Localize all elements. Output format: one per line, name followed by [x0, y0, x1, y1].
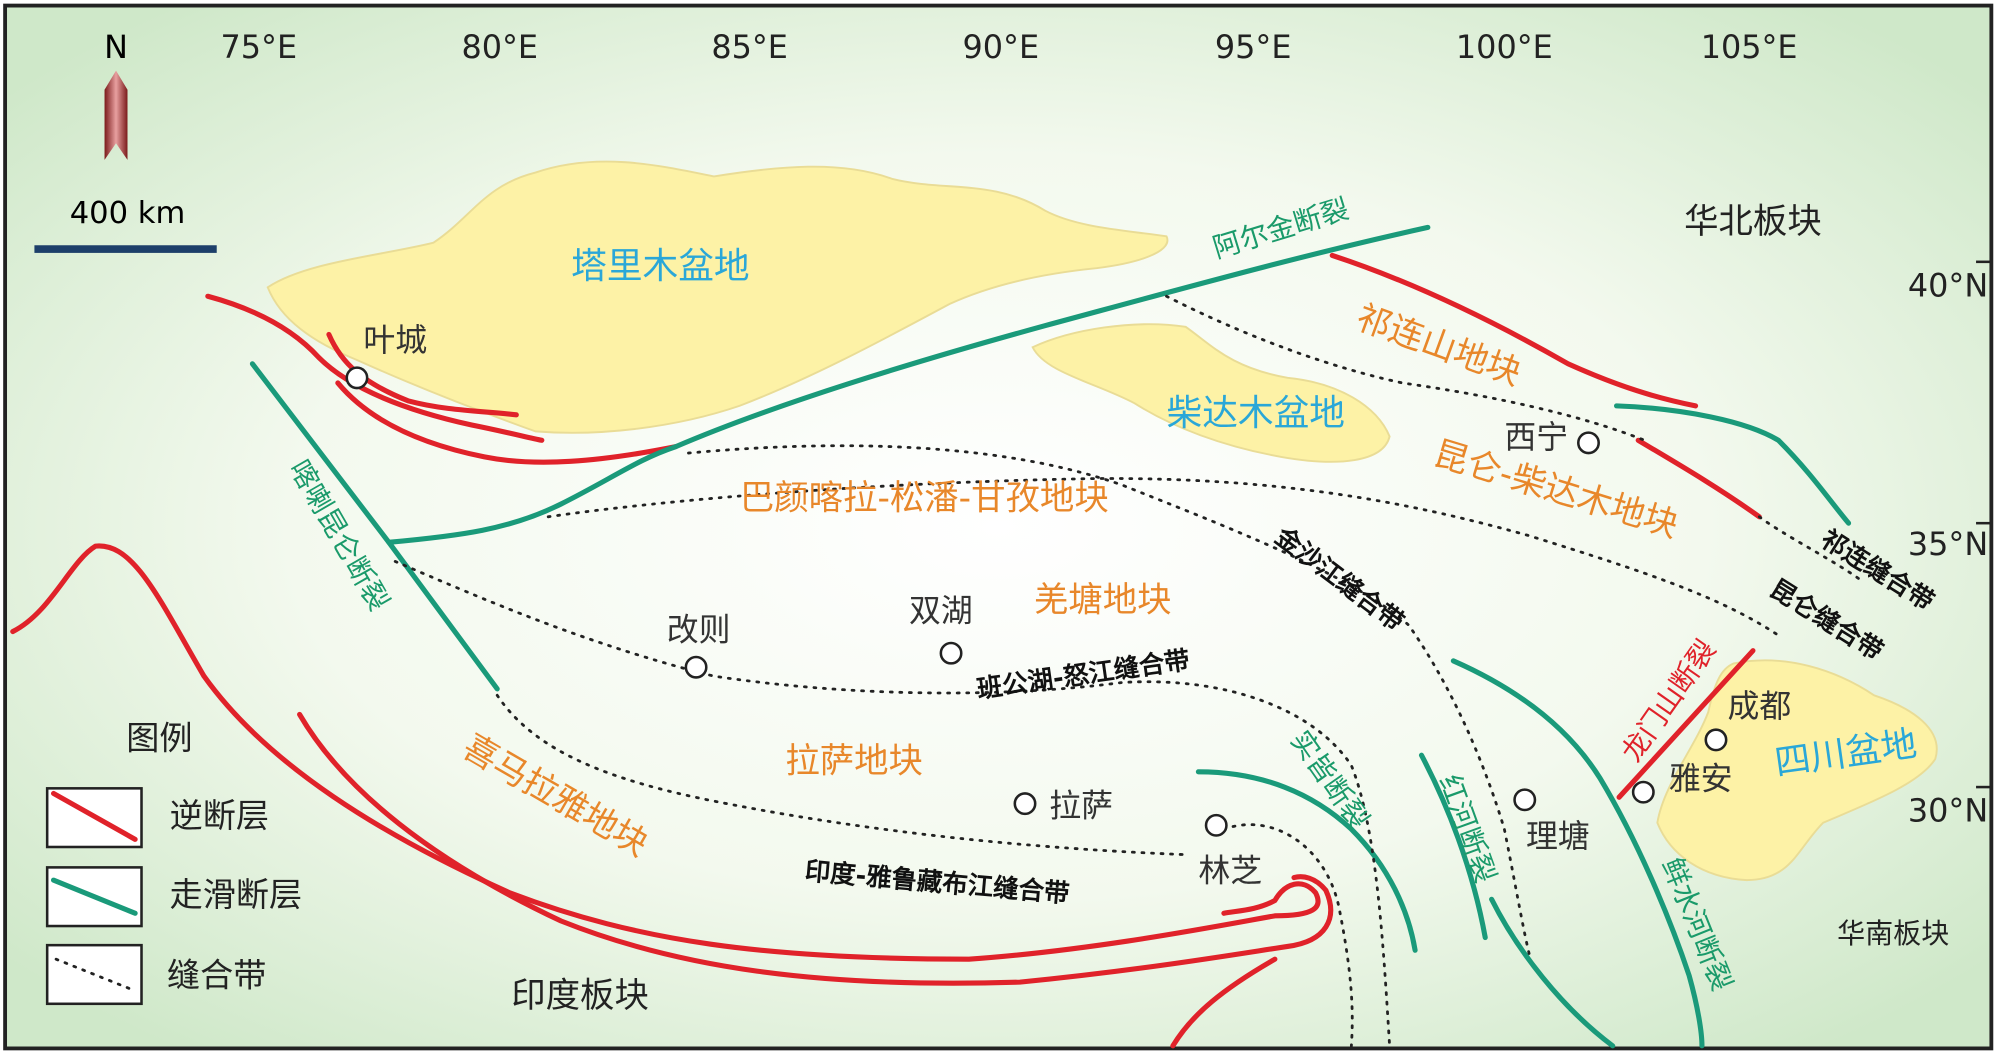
city-label: 改则 [667, 611, 731, 649]
longitude-label: 80°E [461, 28, 538, 66]
city-label: 理塘 [1526, 817, 1590, 855]
city-label: 叶城 [363, 321, 427, 359]
strike-slip-fault [249, 361, 500, 692]
longitude-label: 105°E [1701, 28, 1798, 66]
longitude-label: 100°E [1456, 28, 1553, 66]
strike-slip-fault [1450, 658, 1705, 1049]
strike-slip-fault [1195, 769, 1418, 953]
city-marker [1513, 788, 1537, 812]
thrust-fault [1170, 956, 1278, 1049]
block-label: 羌塘地块 [1034, 581, 1172, 621]
suture-zone [1165, 294, 1646, 442]
tarim-basin [266, 160, 1169, 434]
legend-label: 缝合带 [167, 956, 266, 995]
city-label: 西宁 [1504, 418, 1568, 456]
city-label: 雅安 [1669, 760, 1733, 798]
latitude-label: 40°N [1908, 266, 1988, 304]
thrust-fault [335, 380, 679, 465]
plate-label: 印度板块 [511, 976, 649, 1016]
suture-zone [393, 560, 1392, 1048]
block-label: 巴颜喀拉-松潘-甘孜地块 [740, 479, 1109, 519]
thrust-fault [205, 293, 545, 443]
legend-thrust [50, 790, 138, 842]
basin-label: 柴达木盆地 [1167, 393, 1345, 434]
legend-label: 走滑断层 [170, 875, 303, 914]
thrust-fault [1329, 252, 1699, 409]
north-label: N [104, 28, 128, 66]
city-marker [1631, 780, 1655, 804]
scale-label: 400 km [70, 196, 186, 231]
sichuan-basin [1656, 659, 1938, 882]
plate-label: 华北板块 [1684, 202, 1822, 242]
city-label: 成都 [1727, 687, 1791, 725]
basin-label: 塔里木盆地 [571, 246, 749, 287]
thrust-fault [1635, 437, 1762, 520]
legend-label: 逆断层 [170, 796, 269, 835]
city-marker [1577, 431, 1600, 455]
thrust-fault [326, 331, 519, 418]
scale-bar [34, 245, 217, 253]
north-arrow [104, 70, 128, 160]
longitude-label: 90°E [962, 28, 1039, 66]
legend-strike-slip [50, 877, 138, 916]
suture-zone [1757, 515, 1863, 582]
strike-slip-fault [386, 224, 1431, 545]
qaidam-basin [1031, 323, 1391, 463]
city-marker [939, 641, 963, 665]
latitude-label: 30°N [1908, 792, 1988, 830]
city-marker [1204, 813, 1228, 837]
city-label: 林芝 [1198, 851, 1262, 889]
longitude-label: 85°E [711, 28, 788, 66]
strike-slip-fault [1613, 403, 1852, 526]
suture-zone [495, 693, 1188, 857]
thrust-fault [297, 711, 1334, 986]
block-label: 拉萨地块 [785, 741, 923, 781]
map-frame [3, 3, 1994, 1051]
city-marker [684, 655, 708, 679]
latitude-label: 35°N [1908, 525, 1988, 563]
longitude-label: 75°E [220, 28, 297, 66]
city-marker [345, 366, 369, 390]
city-label: 双湖 [909, 591, 973, 629]
plate-label: 华南板块 [1837, 917, 1949, 950]
strike-slip-fault [1418, 752, 1488, 941]
city-label: 拉萨 [1049, 786, 1113, 824]
city-marker [1013, 792, 1037, 816]
legend-title: 图例 [126, 718, 192, 757]
longitude-label: 95°E [1215, 28, 1292, 66]
thrust-fault [10, 543, 1321, 962]
suture-zone [546, 477, 1780, 637]
thrust-fault [1616, 648, 1756, 800]
legend-suture [54, 957, 134, 992]
suture-zone [1222, 823, 1354, 1048]
strike-slip-fault [1489, 896, 1616, 1049]
city-marker [1704, 728, 1728, 752]
